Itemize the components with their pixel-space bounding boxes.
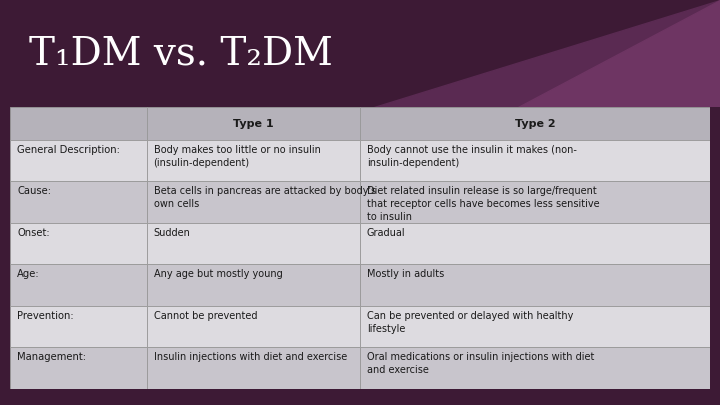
Text: Sudden: Sudden: [153, 228, 190, 238]
Bar: [10, 264, 147, 306]
Text: Mostly in adults: Mostly in adults: [367, 269, 444, 279]
Bar: [147, 140, 360, 181]
Bar: [10, 306, 147, 347]
Bar: [147, 306, 360, 347]
Text: Body cannot use the insulin it makes (non-
insulin-dependent): Body cannot use the insulin it makes (no…: [367, 145, 577, 168]
Text: Diet related insulin release is so large/frequent
that receptor cells have becom: Diet related insulin release is so large…: [367, 186, 600, 222]
Bar: [360, 140, 710, 181]
Bar: [147, 181, 360, 223]
Text: Management:: Management:: [17, 352, 86, 362]
Text: Beta cells in pancreas are attacked by body's
own cells: Beta cells in pancreas are attacked by b…: [153, 186, 376, 209]
Text: Oral medications or insulin injections with diet
and exercise: Oral medications or insulin injections w…: [367, 352, 595, 375]
Bar: [360, 264, 710, 306]
Text: Gradual: Gradual: [367, 228, 405, 238]
Text: Cannot be prevented: Cannot be prevented: [153, 311, 257, 321]
Text: Prevention:: Prevention:: [17, 311, 73, 321]
Text: Type 1: Type 1: [233, 119, 274, 128]
Polygon shape: [374, 0, 720, 107]
Text: Can be prevented or delayed with healthy
lifestyle: Can be prevented or delayed with healthy…: [367, 311, 573, 334]
Bar: [10, 181, 147, 223]
Bar: [360, 223, 710, 264]
Bar: [10, 140, 147, 181]
Bar: [147, 107, 360, 140]
Polygon shape: [518, 0, 720, 107]
Bar: [360, 347, 710, 389]
Bar: [360, 107, 710, 140]
Bar: [147, 223, 360, 264]
Bar: [360, 306, 710, 347]
Bar: [10, 347, 147, 389]
Bar: [10, 223, 147, 264]
Text: General Description:: General Description:: [17, 145, 120, 155]
Bar: [360, 181, 710, 223]
Text: Onset:: Onset:: [17, 228, 50, 238]
Bar: [147, 264, 360, 306]
Text: Body makes too little or no insulin
(insulin-dependent): Body makes too little or no insulin (ins…: [153, 145, 320, 168]
Text: Any age but mostly young: Any age but mostly young: [153, 269, 282, 279]
Text: Cause:: Cause:: [17, 186, 51, 196]
Text: Age:: Age:: [17, 269, 40, 279]
Text: T₁DM vs. T₂DM: T₁DM vs. T₂DM: [29, 35, 333, 72]
Text: Type 2: Type 2: [515, 119, 555, 128]
Bar: [10, 107, 147, 140]
Text: Insulin injections with diet and exercise: Insulin injections with diet and exercis…: [153, 352, 347, 362]
Bar: [147, 347, 360, 389]
